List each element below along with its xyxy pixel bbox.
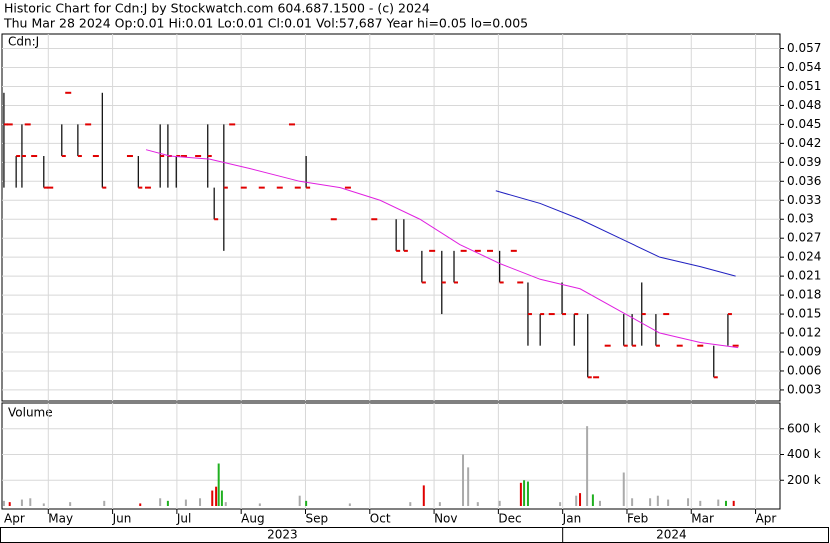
x-tick-label: Jan [562, 512, 582, 526]
x-tick-label: Aug [241, 512, 264, 526]
volume-bar [498, 500, 501, 506]
x-tick-label: Mar [691, 512, 714, 526]
volume-bar [29, 498, 32, 506]
y-tick-label: 0.042 [787, 136, 821, 150]
moving-average [495, 190, 736, 277]
volume-bar [586, 426, 589, 506]
volume-bar [656, 495, 659, 506]
x-tick-label: Nov [434, 512, 457, 526]
volume-bar [559, 502, 562, 506]
volume-bar [199, 498, 202, 506]
volume-bar [217, 463, 220, 506]
volume-bar [409, 502, 412, 506]
moving-average [145, 149, 739, 349]
volume-bar [159, 498, 162, 506]
y-tick-label: 0.027 [787, 231, 821, 245]
x-tick-label: Jul [176, 512, 191, 526]
y-tick-label: 0.054 [787, 60, 821, 74]
volume-bar [687, 498, 690, 506]
volume-bar [476, 502, 479, 506]
panel-label: Cdn:J [8, 35, 39, 49]
y-tick-label: 0.006 [787, 363, 821, 377]
chart-subtitle: Thu Mar 28 2024 Op:0.01 Hi:0.01 Lo:0.01 … [3, 16, 528, 31]
volume-bar [699, 500, 702, 506]
volume-bar [211, 490, 214, 506]
x-tick-label: May [48, 512, 73, 526]
volume-bar [103, 500, 106, 506]
x-tick-label: Jun [112, 512, 132, 526]
y-tick-label: 0.012 [787, 326, 821, 340]
y-tick-label: 0.048 [787, 98, 821, 112]
y-tick-label: 0.03 [787, 212, 814, 226]
volume-label: Volume [8, 406, 53, 420]
y-tick-label: 0.045 [787, 117, 821, 131]
volume-bar [224, 502, 227, 506]
volume-bar [438, 502, 441, 506]
year-label: 2023 [267, 528, 298, 542]
y-tick-label: 0.015 [787, 307, 821, 321]
volume-bar [598, 500, 601, 506]
volume-bar [467, 467, 470, 506]
y-tick-label: 0.051 [787, 79, 821, 93]
y-tick-label: 200 k [787, 473, 821, 487]
volume-bar [649, 498, 652, 506]
x-tick-label: Sep [305, 512, 328, 526]
y-tick-label: 0.033 [787, 193, 821, 207]
x-tick-label: Oct [370, 512, 391, 526]
volume-bar [42, 503, 45, 506]
y-tick-label: 0.036 [787, 174, 821, 188]
volume-bar [422, 485, 425, 506]
y-tick-label: 400 k [787, 447, 821, 461]
year-row [0, 527, 829, 543]
volume-bar [523, 480, 526, 506]
price-panel [1, 33, 781, 402]
chart-title: Historic Chart for Cdn:J by Stockwatch.c… [4, 1, 430, 16]
y-tick-label: 0.003 [787, 382, 821, 396]
volume-bar [69, 502, 72, 506]
volume-bar [579, 493, 582, 506]
volume-bar [305, 500, 308, 506]
volume-bar [166, 500, 169, 506]
y-tick-label: 0.039 [787, 155, 821, 169]
y-tick-label: 600 k [787, 421, 821, 435]
volume-bar [462, 454, 465, 506]
year-label: 2024 [656, 528, 687, 542]
x-tick-label: Feb [627, 512, 648, 526]
x-tick-label: Apr [756, 512, 777, 526]
volume-bar [184, 499, 187, 506]
volume-bar [8, 502, 11, 506]
volume-bar [519, 482, 522, 506]
volume-bar [667, 499, 670, 506]
volume-bar [139, 503, 142, 506]
volume-bar [215, 486, 218, 506]
volume-bar [298, 495, 301, 506]
volume-bar [258, 503, 261, 506]
volume-bar [20, 499, 23, 506]
volume-bar [732, 500, 735, 506]
volume-bar [622, 472, 625, 506]
volume-bar [575, 495, 578, 506]
y-tick-label: 0.018 [787, 288, 821, 302]
volume-bar [348, 503, 351, 506]
volume-bar [591, 494, 594, 506]
volume-bar [220, 490, 223, 506]
volume-bar [526, 481, 529, 506]
volume-bar [2, 500, 5, 506]
volume-panel [1, 402, 781, 510]
volume-bar [717, 499, 720, 506]
x-tick-label: Apr [4, 512, 25, 526]
volume-bar [724, 500, 727, 506]
y-tick-label: 0.009 [787, 345, 821, 359]
y-tick-label: 0.021 [787, 269, 821, 283]
y-tick-label: 0.024 [787, 250, 821, 264]
x-tick-label: Dec [498, 512, 521, 526]
y-tick-label: 0.057 [787, 41, 821, 55]
volume-bar [631, 498, 634, 506]
